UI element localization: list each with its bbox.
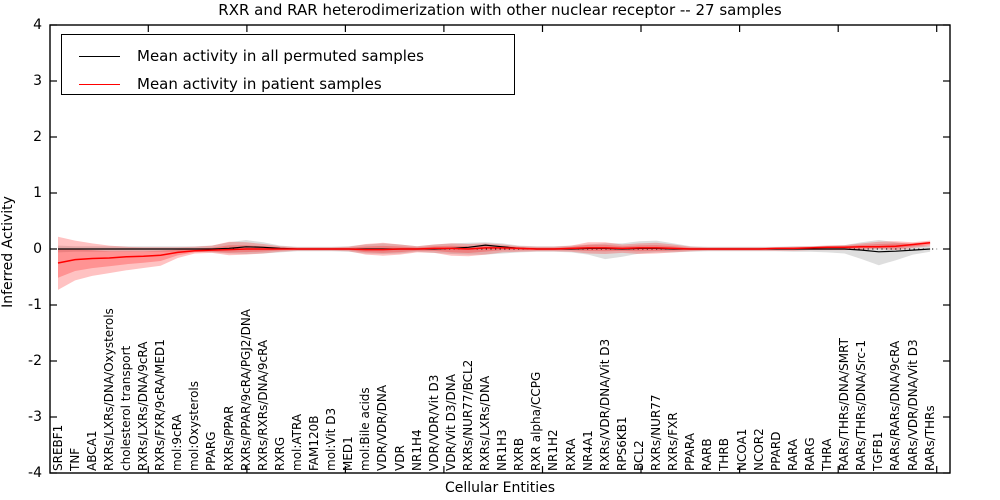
legend-item-patient: Mean activity in patient samples bbox=[79, 70, 514, 98]
x-tick-label: VDR/Vit D3/DNA bbox=[443, 374, 458, 471]
x-tick-label: RPS6KB1 bbox=[614, 416, 629, 471]
x-tick-label: RARG bbox=[802, 437, 817, 471]
x-tick-label: RARA bbox=[785, 438, 800, 471]
chart-title: RXR and RAR heterodimerization with othe… bbox=[218, 1, 782, 19]
x-tick-label: MED1 bbox=[341, 436, 356, 471]
x-tick-label: PPARD bbox=[768, 431, 783, 472]
x-tick-label: PPARG bbox=[204, 431, 219, 471]
x-tick-label: SREBF1 bbox=[50, 424, 65, 471]
y-tick-label: 4 bbox=[33, 17, 42, 33]
y-tick-label: -1 bbox=[28, 297, 42, 313]
legend-line-black-icon bbox=[79, 55, 120, 57]
legend-label-patient: Mean activity in patient samples bbox=[137, 75, 382, 93]
x-tick-label: NCOA1 bbox=[734, 428, 749, 471]
x-tick-label: RXRG bbox=[272, 436, 287, 471]
y-tick-label: -4 bbox=[28, 465, 42, 481]
x-tick-label: FAM120B bbox=[307, 415, 321, 472]
x-tick-label: RXRs/LXRs/DNA/9cRA bbox=[136, 341, 150, 472]
patient-mean-line bbox=[57, 242, 931, 264]
x-tick-label: RXRs/PPAR/9cRA/PGJ2/DNA bbox=[238, 309, 253, 471]
x-tick-label: RARs/THRs/DNA/SMRT bbox=[837, 338, 852, 471]
x-tick-label: NR4A1 bbox=[580, 430, 595, 471]
x-tick-label: RXR alpha/CCPG bbox=[529, 371, 544, 471]
permuted-band bbox=[58, 240, 931, 266]
x-tick-label: RXRs/LXRs/DNA/Oxysterols bbox=[101, 308, 116, 471]
x-tick-label: ABCA1 bbox=[84, 430, 99, 471]
x-tick-label: VDR bbox=[392, 445, 407, 471]
x-tick-label: mol:Oxysterols bbox=[187, 381, 202, 471]
x-tick-label: THRB bbox=[717, 438, 732, 471]
x-tick-label: PPARA bbox=[683, 433, 698, 471]
patient-band-outer bbox=[58, 236, 931, 290]
x-tick-label: NR1H2 bbox=[546, 429, 561, 471]
legend-item-permuted: Mean activity in all permuted samples bbox=[79, 42, 514, 70]
x-tick-label: mol:Vit D3 bbox=[324, 407, 339, 471]
x-tick-label: VDR/VDR/Vit D3 bbox=[426, 374, 441, 471]
x-tick-label: RXRs/LXRs/DNA bbox=[478, 375, 492, 471]
x-tick-label: RXRs/NUR77 bbox=[649, 394, 663, 471]
x-tick-label: RXRs/FXR/9cRA/MED1 bbox=[153, 339, 168, 471]
y-tick-label: 0 bbox=[33, 241, 42, 257]
x-tick-label: RXRs/RXRs/DNA/9cRA bbox=[255, 339, 270, 471]
x-tick-label: RARs/THRs bbox=[922, 405, 937, 471]
x-tick-label: THRA bbox=[820, 438, 834, 471]
x-tick-label: RXRs/FXR bbox=[666, 412, 681, 471]
x-tick-label: RXRA bbox=[563, 438, 578, 471]
x-tick-label: RXRs/VDR/DNA/Vit D3 bbox=[597, 338, 612, 471]
x-tick-label: mol:ATRA bbox=[289, 413, 304, 471]
legend-label-permuted: Mean activity in all permuted samples bbox=[137, 47, 424, 65]
patient-band-inner bbox=[58, 241, 931, 278]
x-tick-label: VDR/VDR/DNA bbox=[375, 384, 390, 471]
x-tick-label: mol:Bile acids bbox=[358, 387, 373, 471]
x-tick-label: NR1H3 bbox=[495, 429, 510, 471]
x-tick-label: BCL2 bbox=[631, 440, 646, 471]
y-tick-label: 1 bbox=[33, 185, 42, 201]
x-tick-label: RXRs/NUR77/BCL2 bbox=[460, 359, 475, 471]
x-tick-label: NR1H4 bbox=[409, 429, 424, 471]
x-tick-label: RARs/RARs/DNA/9cRA bbox=[888, 340, 903, 471]
x-tick-label: TGFB1 bbox=[871, 431, 886, 471]
y-tick-label: -3 bbox=[28, 409, 42, 425]
x-tick-label: RARs/VDR/DNA/Vit D3 bbox=[905, 339, 920, 471]
y-tick-label: -2 bbox=[28, 353, 42, 369]
x-tick-label: TNF bbox=[67, 447, 82, 471]
x-tick-label: cholesterol transport bbox=[118, 345, 133, 471]
legend-line-red-icon bbox=[79, 83, 120, 85]
x-tick-label: RXRB bbox=[512, 437, 527, 471]
legend: Mean activity in all permuted samples Me… bbox=[61, 34, 515, 95]
x-tick-label: NCOR2 bbox=[751, 428, 766, 471]
y-tick-label: 3 bbox=[33, 73, 42, 89]
x-tick-label: RARs/THRs/DNA/Src-1 bbox=[854, 340, 869, 471]
y-tick-label: 2 bbox=[33, 129, 42, 145]
x-tick-label: RXRs/PPAR bbox=[221, 405, 236, 471]
x-tick-label: mol:9cRA bbox=[170, 414, 185, 471]
x-axis-label: Cellular Entities bbox=[444, 480, 556, 496]
x-tick-label: RARB bbox=[700, 438, 715, 471]
